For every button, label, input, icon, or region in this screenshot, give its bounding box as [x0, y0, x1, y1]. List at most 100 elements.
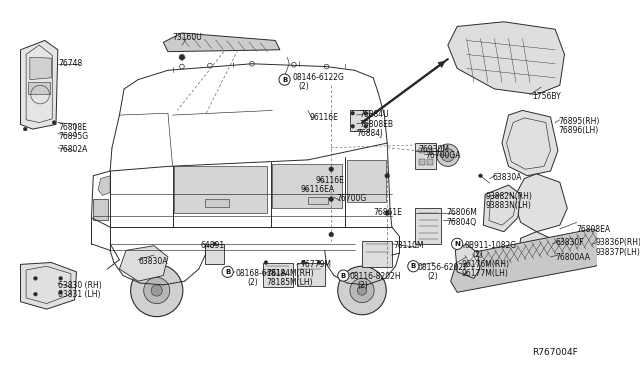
Polygon shape: [455, 244, 479, 278]
Text: 96176M(RH): 96176M(RH): [462, 260, 510, 269]
Text: 1756BY: 1756BY: [532, 92, 561, 101]
Bar: [297, 263, 324, 286]
Bar: [350, 110, 369, 131]
Bar: [273, 164, 342, 208]
Text: 76804Q: 76804Q: [446, 218, 476, 227]
Text: B: B: [225, 269, 230, 275]
Polygon shape: [513, 174, 567, 232]
Polygon shape: [448, 22, 564, 94]
Text: 76779M: 76779M: [300, 260, 332, 269]
Polygon shape: [163, 33, 280, 52]
Text: 76896(LH): 76896(LH): [558, 126, 598, 135]
Bar: [362, 241, 392, 267]
Circle shape: [33, 292, 37, 296]
Circle shape: [350, 278, 374, 303]
Text: 63830A: 63830A: [138, 257, 168, 266]
Text: 76700G: 76700G: [336, 195, 366, 203]
Circle shape: [329, 167, 333, 171]
Circle shape: [385, 173, 390, 178]
Text: 76748: 76748: [59, 59, 83, 68]
Bar: [173, 166, 267, 213]
Circle shape: [442, 149, 454, 162]
Polygon shape: [20, 263, 77, 309]
Circle shape: [364, 111, 367, 115]
Text: 76800AA: 76800AA: [555, 253, 590, 262]
Polygon shape: [483, 185, 520, 232]
Text: 63830F: 63830F: [555, 238, 584, 247]
Bar: [415, 208, 442, 244]
Circle shape: [292, 62, 296, 67]
Text: 63830 (RH): 63830 (RH): [58, 281, 102, 290]
Text: 96116EA: 96116EA: [300, 185, 335, 194]
Circle shape: [301, 261, 305, 264]
Text: 78184M(RH): 78184M(RH): [266, 269, 314, 278]
Circle shape: [452, 238, 463, 250]
Text: 0B911-1082G: 0B911-1082G: [465, 241, 516, 250]
Circle shape: [317, 261, 321, 264]
Circle shape: [324, 64, 329, 69]
Text: 93836P(RH): 93836P(RH): [595, 238, 640, 247]
Circle shape: [151, 285, 163, 296]
Text: 08156-6202F: 08156-6202F: [418, 263, 468, 272]
Circle shape: [338, 266, 387, 315]
Text: 76700GA: 76700GA: [426, 151, 461, 160]
Polygon shape: [519, 232, 550, 263]
Bar: [93, 199, 108, 219]
Text: 96116E: 96116E: [310, 113, 339, 122]
Circle shape: [33, 276, 37, 280]
Circle shape: [264, 261, 268, 264]
Circle shape: [279, 74, 290, 85]
Bar: [205, 244, 224, 264]
Circle shape: [338, 270, 349, 281]
Circle shape: [59, 276, 63, 280]
Polygon shape: [451, 229, 607, 292]
Text: 08168-6161A: 08168-6161A: [235, 269, 286, 278]
Text: 93882N(RH): 93882N(RH): [485, 192, 532, 201]
Bar: [308, 197, 328, 204]
Text: 08146-6122G: 08146-6122G: [292, 73, 344, 82]
Text: 96116E: 96116E: [316, 176, 344, 185]
Polygon shape: [502, 110, 558, 176]
Text: (2): (2): [428, 272, 438, 281]
Text: 76884J: 76884J: [356, 129, 383, 138]
Text: 63830A: 63830A: [493, 173, 522, 182]
Text: 78110M: 78110M: [394, 241, 424, 250]
Text: 76808E: 76808E: [59, 122, 88, 132]
Bar: [263, 263, 293, 287]
Circle shape: [23, 127, 27, 131]
Circle shape: [59, 291, 63, 294]
Text: 76930M: 76930M: [418, 145, 449, 154]
Circle shape: [351, 111, 355, 115]
Text: (2): (2): [247, 278, 258, 288]
Bar: [428, 148, 433, 153]
Text: 08116-8202H: 08116-8202H: [350, 272, 401, 281]
Circle shape: [329, 232, 333, 237]
Circle shape: [131, 264, 183, 317]
Text: 93837P(LH): 93837P(LH): [595, 248, 640, 257]
Circle shape: [144, 278, 170, 304]
Bar: [428, 159, 433, 164]
Circle shape: [222, 266, 233, 278]
Circle shape: [179, 54, 185, 60]
Text: 64891: 64891: [200, 241, 225, 250]
Bar: [419, 148, 424, 153]
Text: 73160U: 73160U: [173, 33, 202, 42]
Circle shape: [329, 197, 333, 201]
Text: 63831 (LH): 63831 (LH): [58, 291, 100, 299]
Text: 76861E: 76861E: [373, 208, 402, 217]
Circle shape: [180, 55, 184, 60]
Text: 93883N(LH): 93883N(LH): [485, 201, 531, 210]
Text: 76884U: 76884U: [359, 110, 389, 119]
Bar: [415, 143, 436, 169]
Circle shape: [212, 242, 216, 246]
Text: (2): (2): [472, 250, 483, 259]
Circle shape: [180, 55, 184, 59]
Text: 76806M: 76806M: [446, 208, 477, 217]
Bar: [419, 159, 424, 164]
Circle shape: [357, 286, 367, 295]
Text: 78185M(LH): 78185M(LH): [266, 278, 312, 288]
Circle shape: [479, 174, 483, 177]
Text: 76895(RH): 76895(RH): [558, 117, 599, 126]
Text: 76808EA: 76808EA: [577, 225, 611, 234]
Circle shape: [207, 63, 212, 68]
